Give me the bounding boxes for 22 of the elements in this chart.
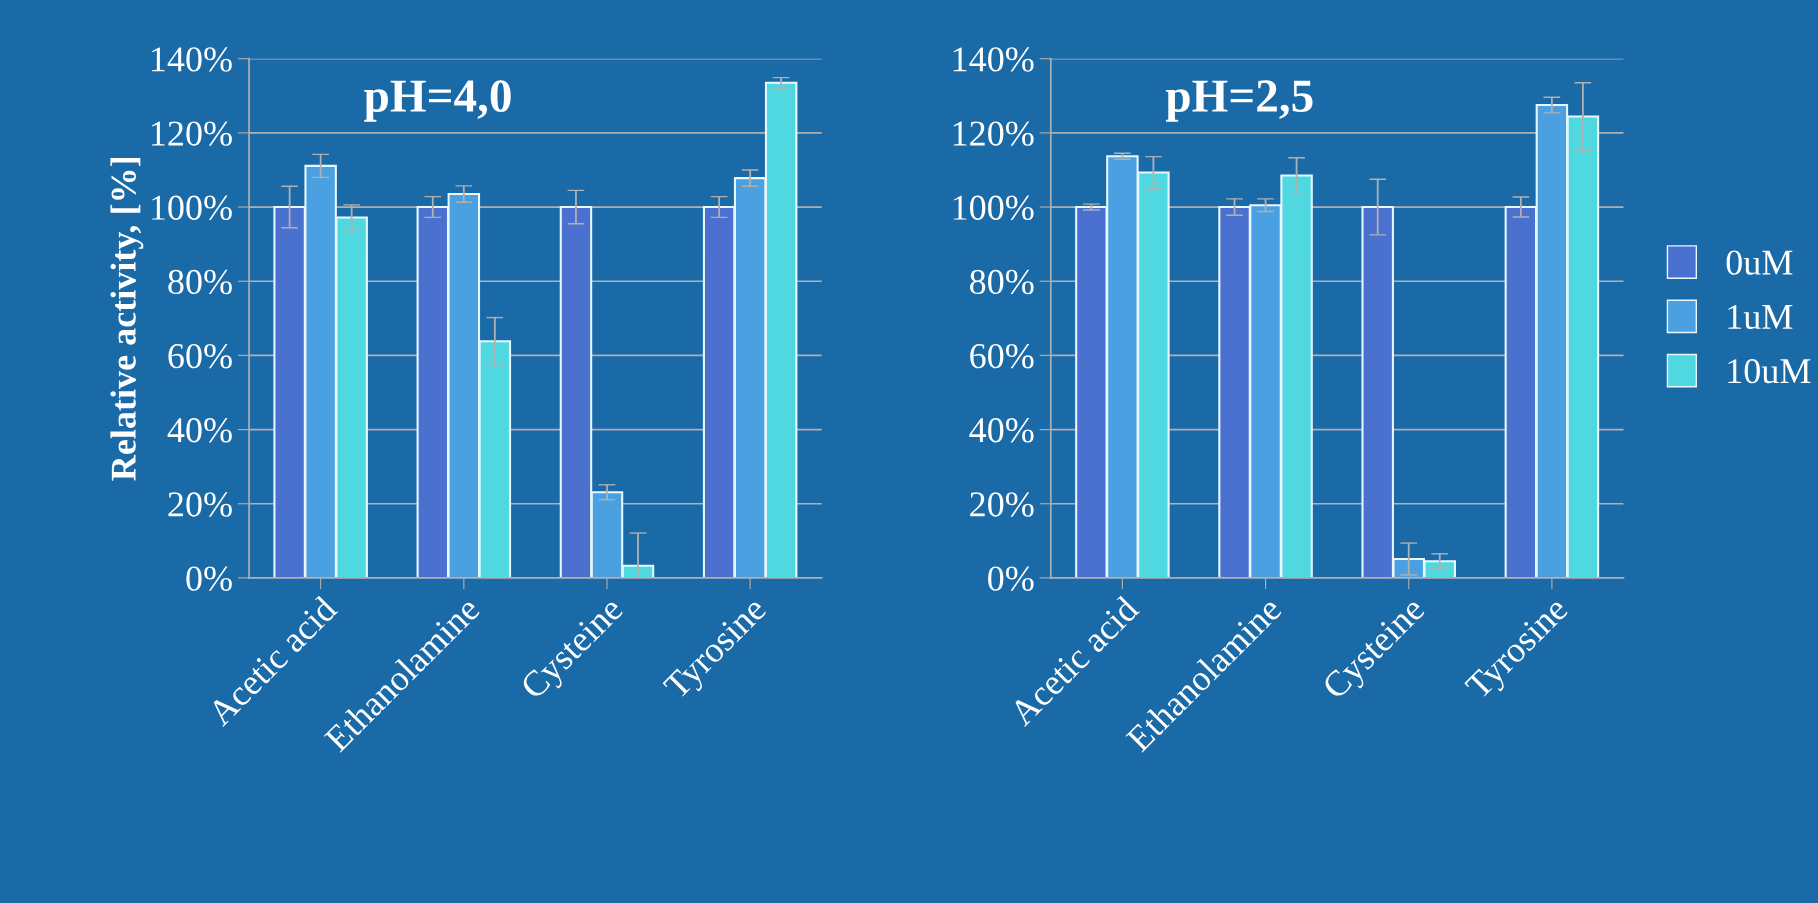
chart-title: pH=4,0 (364, 80, 511, 122)
legend-label: 10uM (1728, 358, 1811, 384)
y-tick-label: 0% (186, 566, 232, 591)
y-tick-label: 20% (168, 492, 232, 517)
legend-label: 1uM (1728, 304, 1793, 330)
chart-title: pH=2,5 (1165, 80, 1313, 122)
y-tick-label: 120% (152, 121, 232, 146)
y-tick-label: 60% (970, 343, 1034, 369)
y-tick-label: 80% (168, 269, 232, 295)
legend-label: 0uM (1726, 250, 1793, 275)
y-tick-label: 120% (953, 121, 1034, 146)
y-tick-label: 60% (168, 343, 232, 369)
y-tick-label: 20% (970, 492, 1034, 517)
y-tick-label: 40% (969, 418, 1034, 443)
y-tick-label: 80% (970, 269, 1034, 295)
y-tick-label: 100% (152, 195, 232, 221)
y-tick-label: 140% (953, 47, 1034, 72)
y-tick-label: 140% (152, 47, 232, 72)
y-tick-label: 100% (953, 195, 1034, 221)
y-tick-label: 0% (988, 566, 1034, 591)
y-tick-label: 40% (167, 418, 232, 443)
y-axis-title: Relative activity, [%] (110, 158, 144, 481)
